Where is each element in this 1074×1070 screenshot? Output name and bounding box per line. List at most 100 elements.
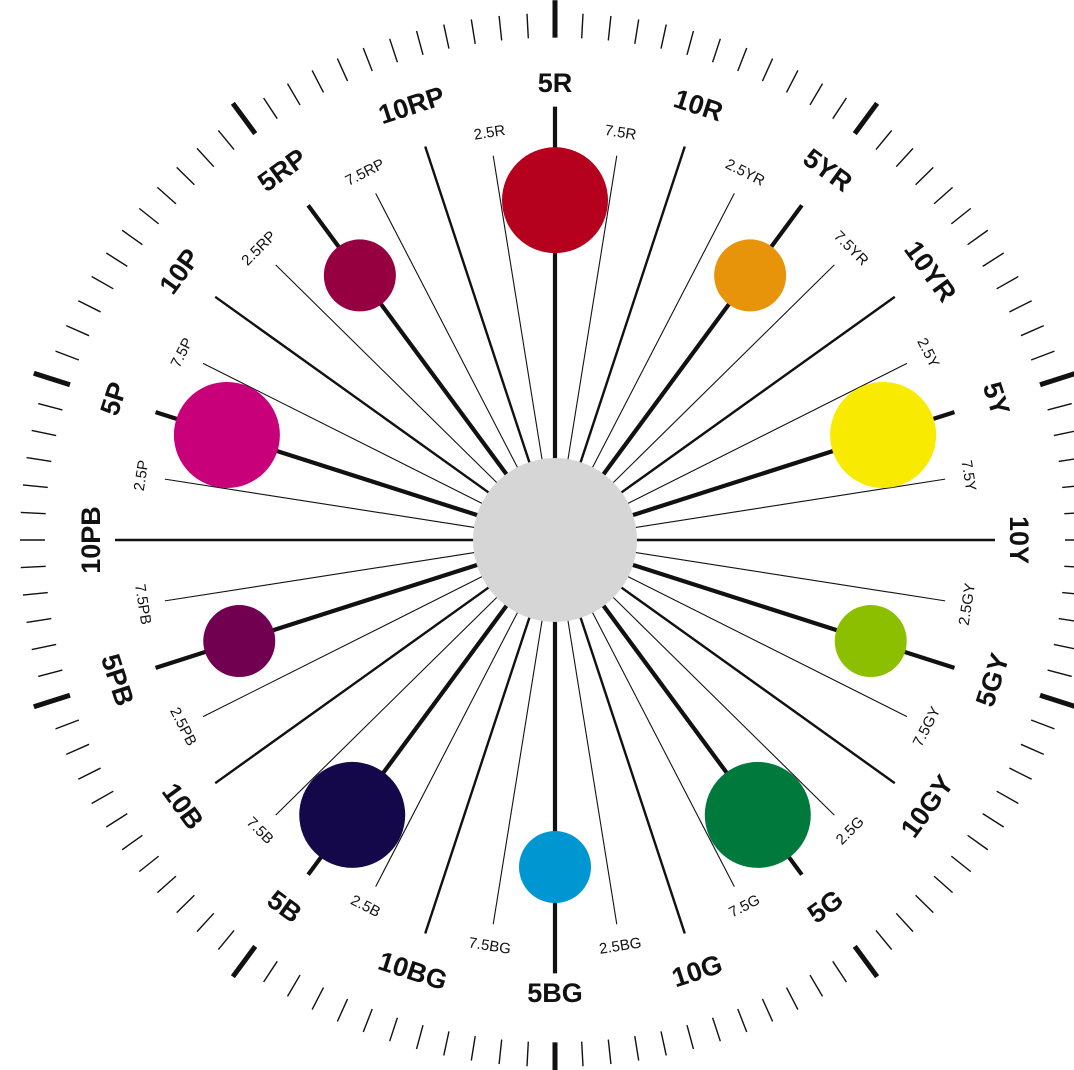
hue-label-2-5pb: 2.5PB [166,705,200,749]
ring-tick [686,1025,695,1050]
hue-label-2-5b: 2.5B [348,892,383,921]
ring-tick [336,998,349,1022]
hue-label-10r: 10R [670,84,726,128]
ring-tick [105,252,128,267]
spoke-10bg [424,614,532,934]
ring-tick [982,813,1005,828]
ring-tick [31,643,57,651]
ring-tick [526,13,530,39]
major-ring-tick [852,944,880,979]
spoke-10b [214,585,491,785]
ring-tick [1053,643,1074,650]
ring-tick [1047,669,1072,678]
ring-tick [77,300,101,313]
ring-tick [263,97,278,120]
spoke-2-5y [626,362,908,505]
ring-tick [443,24,450,49]
ring-tick [176,894,195,914]
ring-tick [634,19,640,44]
hue-label-2-5rp: 2.5RP [238,228,280,270]
hue-label-2-5gy: 2.5GY [956,582,979,627]
hue-label-10y: 10Y [1004,516,1034,564]
spoke-7-5g [590,609,735,887]
ring-tick [105,813,128,828]
spoke-7-5r [566,155,618,463]
ring-tick [55,719,80,730]
ring-tick [22,484,48,489]
ring-tick [26,617,52,624]
ring-tick [737,47,748,72]
major-ring-tick [230,944,258,979]
spoke-7-5rp [375,193,520,471]
ring-tick [389,1017,399,1042]
hue-label-2-5yr: 2.5YR [723,156,768,190]
spoke-7-5gy [626,575,908,718]
spoke-2-5bg [566,617,618,925]
ring-tick [217,130,235,151]
hue-dot-5rp [323,239,396,312]
ring-tick [498,1039,503,1065]
ring-tick [915,166,934,186]
hue-dot-5b [299,761,406,868]
ring-tick [809,83,824,106]
ring-tick [1064,512,1074,515]
hue-label-7-5yr: 7.5YR [830,228,872,270]
spoke-2-5b [375,609,520,887]
ring-tick [1062,591,1074,595]
ring-tick [875,929,893,950]
spoke-7-5bg [492,617,544,925]
ring-tick [156,186,177,205]
ring-tick [761,58,774,82]
ring-tick [389,38,399,63]
ring-tick [1062,485,1074,489]
hue-dot-5yr [714,239,787,312]
ring-tick [26,456,52,463]
ring-tick [65,743,90,755]
ring-tick [711,1017,721,1042]
spoke-2-5gy [633,551,946,602]
ring-tick [526,1041,530,1067]
spoke-10gy [619,585,896,785]
hue-label-2-5y: 2.5Y [913,335,942,370]
ring-tick [498,15,503,41]
major-ring-tick [852,101,880,136]
ring-tick [1047,402,1072,411]
ring-tick [1020,325,1045,337]
ring-tick [950,207,972,225]
spoke-5gy [630,562,956,670]
hue-label-5y: 5Y [977,378,1016,419]
ring-tick [1064,565,1074,568]
spoke-7-5pb [164,551,477,602]
spoke-7-5y [633,478,946,529]
hue-label-10gy: 10GY [895,770,960,843]
hue-label-2-5bg: 2.5BG [598,934,643,957]
ring-tick [470,19,476,44]
spoke-7-5p [202,362,484,505]
ring-tick [138,855,160,873]
spoke-10rp [424,146,532,466]
ring-tick [336,58,349,82]
ring-tick [982,252,1005,267]
hue-label-7-5g: 7.5G [726,891,763,921]
ring-tick [38,669,63,678]
hue-label-2-5r: 2.5R [473,122,507,144]
hue-label-7-5b: 7.5B [243,814,277,848]
ring-tick [91,790,114,805]
ring-tick [91,275,114,290]
hue-label-7-5p: 7.5P [168,335,197,370]
hue-color-dots [173,147,937,904]
ring-tick [967,834,989,851]
hue-label-10p: 10P [153,243,206,300]
hue-label-10pb: 10PB [76,506,106,574]
ring-tick [121,229,143,246]
spoke-2-5yr [590,193,735,471]
hue-dot-5r [502,147,608,254]
ring-tick [933,875,954,894]
major-ring-tick [1039,692,1074,709]
spoke-2-5rp [275,264,499,485]
hue-dot-5g [704,761,811,868]
ring-tick [362,47,373,72]
ring-tick [785,987,799,1010]
ring-tick [967,229,989,246]
